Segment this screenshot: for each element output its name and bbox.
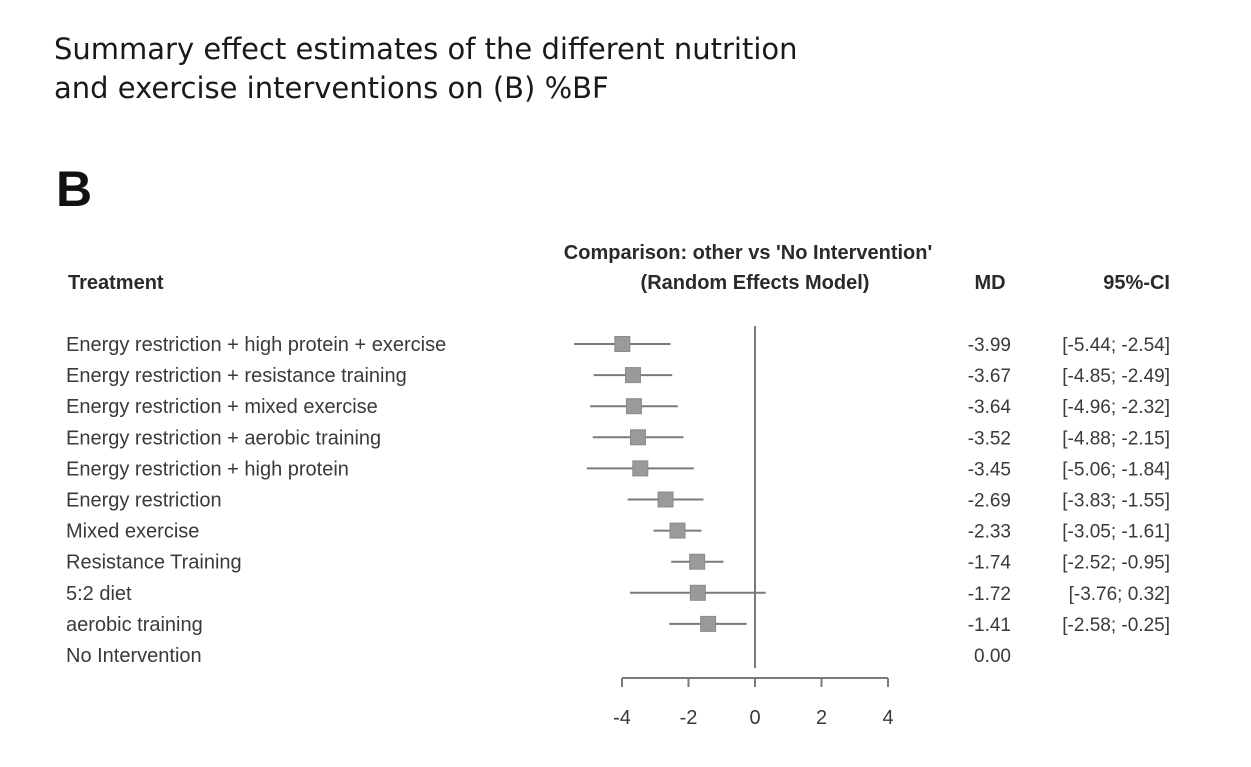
md-value: -2.69 <box>968 491 1011 512</box>
row-label: 5:2 diet <box>66 583 132 605</box>
md-value: -3.64 <box>968 397 1012 418</box>
ci-value: [-4.85; -2.49] <box>1062 366 1170 387</box>
figure-caption: Summary effect estimates of the differen… <box>54 30 954 108</box>
estimate-marker <box>689 584 706 601</box>
x-tick-label: -2 <box>680 707 698 729</box>
md-value: -2.33 <box>968 522 1011 543</box>
x-tick-label: 2 <box>816 707 827 729</box>
md-value: -3.99 <box>968 335 1011 356</box>
estimate-marker <box>614 336 631 352</box>
md-value: -1.72 <box>968 584 1011 605</box>
row-label: Mixed exercise <box>66 521 199 543</box>
row-label: Resistance Training <box>66 552 242 574</box>
x-tick-label: -4 <box>613 707 631 729</box>
chart-title-line-1: Comparison: other vs 'No Intervention' <box>564 242 932 264</box>
estimate-marker <box>657 491 674 508</box>
row-label: Energy restriction + aerobic training <box>66 427 381 449</box>
treatment-column-header: Treatment <box>68 272 164 294</box>
estimate-marker <box>625 398 642 415</box>
caption-line-2: and exercise interventions on (B) %BF <box>54 71 609 105</box>
row-label: Energy restriction + mixed exercise <box>66 396 378 418</box>
ci-value: [-3.05; -1.61] <box>1062 522 1170 543</box>
ci-value: [-4.96; -2.32] <box>1062 397 1170 418</box>
estimate-marker <box>629 429 646 446</box>
row-label: Energy restriction + high protein <box>66 458 349 480</box>
row-label: Energy restriction <box>66 490 222 512</box>
panel-letter: B <box>56 161 93 217</box>
row-label: No Intervention <box>66 645 202 667</box>
ci-column-header: 95%-CI <box>1103 272 1170 294</box>
plot-area: Energy restriction + high protein + exer… <box>66 326 1170 729</box>
ci-value: [-2.58; -0.25] <box>1062 615 1170 636</box>
x-tick-label: 0 <box>749 707 760 729</box>
ci-value: [-3.83; -1.55] <box>1062 491 1170 512</box>
md-value: -3.52 <box>968 428 1011 449</box>
estimate-marker <box>624 367 641 384</box>
estimate-marker <box>669 522 686 539</box>
md-column-header: MD <box>974 272 1005 294</box>
md-value: -3.67 <box>968 366 1011 387</box>
ci-value: [-5.06; -1.84] <box>1062 459 1170 480</box>
row-label: Energy restriction + resistance training <box>66 365 407 387</box>
ci-value: [-3.76; 0.32] <box>1069 584 1170 605</box>
md-value: -1.41 <box>968 615 1011 636</box>
ci-value: [-4.88; -2.15] <box>1062 428 1170 449</box>
estimate-marker <box>632 460 649 477</box>
md-value: -1.74 <box>968 553 1012 574</box>
md-value: 0.00 <box>974 646 1011 667</box>
row-label: Energy restriction + high protein + exer… <box>66 334 446 356</box>
row-label: aerobic training <box>66 614 203 636</box>
x-tick-label: 4 <box>882 707 893 729</box>
estimate-marker <box>689 553 706 570</box>
ci-value: [-2.52; -0.95] <box>1062 553 1170 574</box>
estimate-marker <box>700 615 717 632</box>
md-value: -3.45 <box>968 459 1011 480</box>
chart-title-line-2: (Random Effects Model) <box>641 272 870 294</box>
caption-line-1: Summary effect estimates of the differen… <box>54 32 798 66</box>
ci-value: [-5.44; -2.54] <box>1062 335 1170 356</box>
